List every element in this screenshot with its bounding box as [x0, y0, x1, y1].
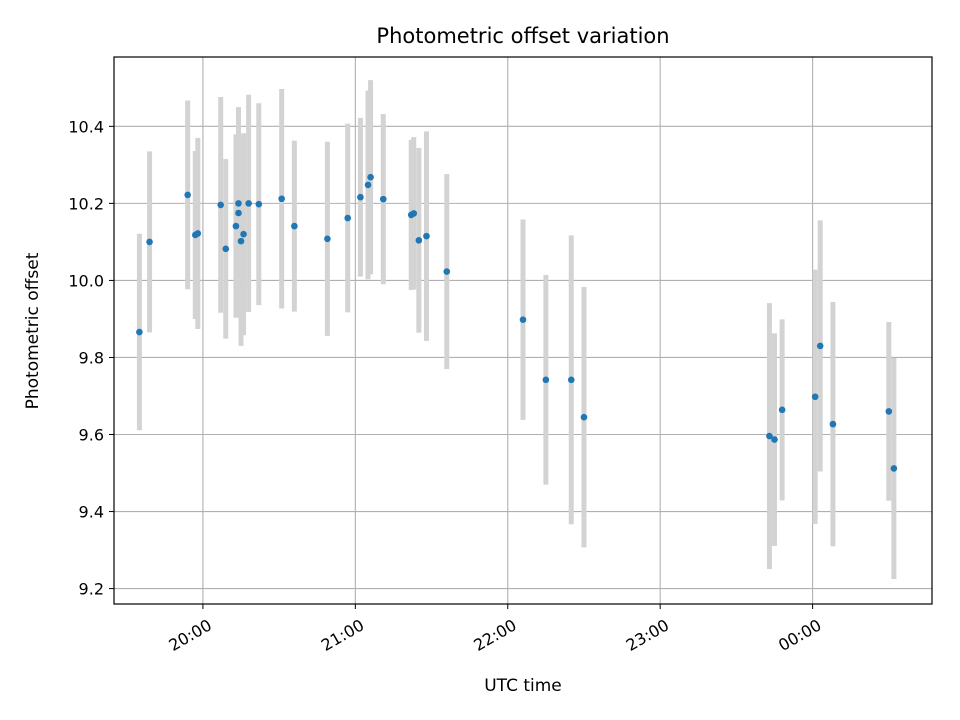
data-point [771, 436, 778, 443]
plot-frame [113, 56, 933, 605]
data-point [344, 214, 352, 222]
x-axis-label: UTC time [484, 676, 562, 696]
y-tick-label: 9.4 [79, 503, 104, 522]
data-point [567, 376, 575, 384]
data-point [235, 209, 242, 217]
y-tick-label: 9.6 [79, 426, 104, 445]
data-point [324, 235, 331, 243]
data-point [816, 342, 824, 350]
data-point [240, 230, 247, 238]
y-tick-label: 9.2 [79, 580, 104, 599]
data-point [542, 376, 550, 384]
data-point [443, 268, 451, 275]
data-point [890, 465, 898, 472]
data-point [885, 408, 893, 415]
data-point [278, 195, 285, 203]
data-point [184, 191, 191, 199]
data-point [379, 195, 387, 203]
data-point [255, 200, 263, 208]
data-point [357, 193, 364, 201]
data-point [766, 432, 773, 440]
data-point [580, 413, 588, 421]
data-point [410, 210, 418, 217]
chart-title: Photometric offset variation [376, 24, 669, 48]
y-tick-label: 9.8 [79, 348, 104, 367]
data-point [829, 420, 837, 428]
y-tick-label: 10.0 [68, 271, 104, 290]
data-point [364, 181, 372, 189]
data-point [367, 173, 374, 181]
data-point [778, 406, 786, 414]
data-point [194, 230, 202, 237]
data-point [146, 238, 153, 246]
y-tick-label: 10.2 [68, 194, 104, 213]
data-point [235, 200, 242, 207]
data-point [811, 393, 819, 401]
data-point [291, 222, 298, 230]
point-layer [136, 173, 898, 472]
data-point [237, 237, 245, 245]
data-point [232, 222, 240, 230]
data-point [245, 200, 252, 207]
data-point [136, 328, 143, 336]
data-point [222, 245, 230, 253]
data-point [423, 232, 430, 240]
y-tick-label: 10.4 [68, 117, 104, 136]
data-point [217, 201, 224, 209]
data-point [519, 316, 527, 324]
data-point [415, 237, 423, 244]
y-axis-label: Photometric offset [23, 252, 43, 409]
